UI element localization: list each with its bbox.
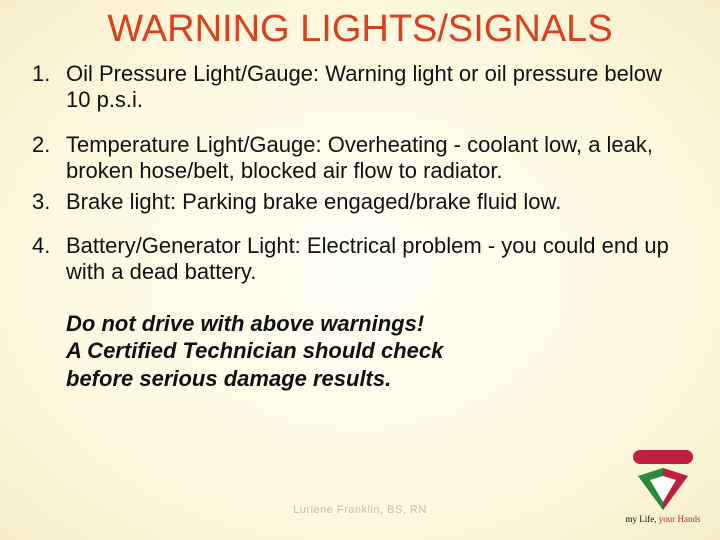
item-number: 2.	[32, 132, 66, 185]
page-title: WARNING LIGHTS/SIGNALS	[0, 0, 720, 61]
tagline-part-b: your Hands	[659, 514, 701, 524]
logo-pill	[633, 450, 693, 464]
warning-callout: Do not drive with above warnings! A Cert…	[0, 304, 720, 393]
warning-line: Do not drive with above warnings!	[66, 310, 680, 338]
warning-line: before serious damage results.	[66, 365, 680, 393]
tagline-part-a: my Life,	[626, 514, 659, 524]
item-number: 3.	[32, 189, 66, 215]
list-item: 4. Battery/Generator Light: Electrical p…	[32, 233, 688, 286]
logo-tagline: my Life, your Hands	[624, 514, 702, 524]
warning-line: A Certified Technician should check	[66, 337, 680, 365]
item-text: Temperature Light/Gauge: Overheating - c…	[66, 132, 688, 185]
item-number: 4.	[32, 233, 66, 286]
item-number: 1.	[32, 61, 66, 114]
item-text: Brake light: Parking brake engaged/brake…	[66, 189, 688, 215]
warning-list: 1. Oil Pressure Light/Gauge: Warning lig…	[0, 61, 720, 286]
list-item: 3. Brake light: Parking brake engaged/br…	[32, 189, 688, 215]
list-item: 1. Oil Pressure Light/Gauge: Warning lig…	[32, 61, 688, 114]
watermark-text: Lurlene Franklin, BS, RN	[293, 504, 427, 516]
shield-icon	[636, 466, 690, 512]
list-item: 2. Temperature Light/Gauge: Overheating …	[32, 132, 688, 185]
item-text: Oil Pressure Light/Gauge: Warning light …	[66, 61, 688, 114]
item-text: Battery/Generator Light: Electrical prob…	[66, 233, 688, 286]
brand-logo: my Life, your Hands	[624, 450, 702, 524]
